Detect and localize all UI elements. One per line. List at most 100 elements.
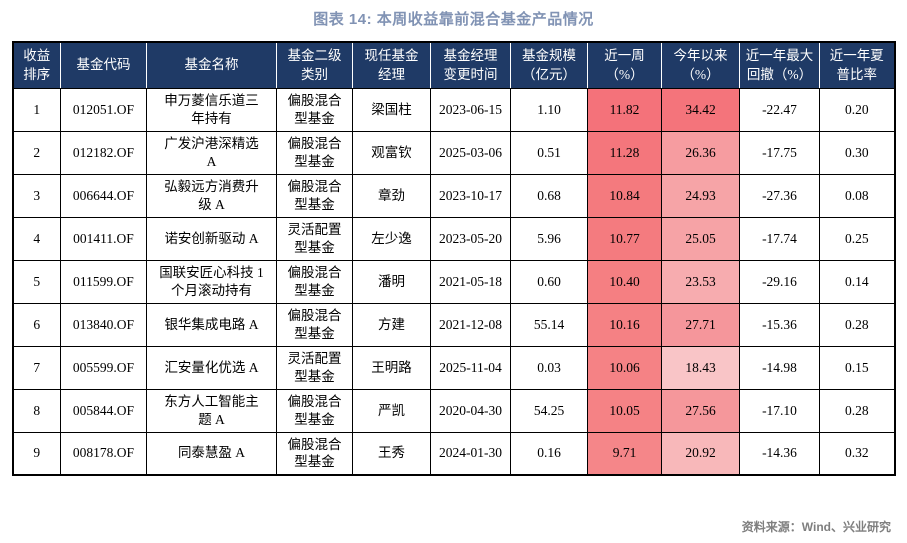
- cell-manager: 王秀: [352, 431, 431, 476]
- cell-ytd: 27.71: [661, 302, 740, 347]
- cell-name: 申万菱信乐道三 年持有: [146, 87, 277, 132]
- cell-ytd: 18.43: [661, 345, 740, 390]
- cell-code: 008178.OF: [60, 431, 147, 476]
- cell-ytd: 20.92: [661, 431, 740, 476]
- cell-category: 偏股混合 型基金: [276, 302, 353, 347]
- table-row: 1 012051.OF 申万菱信乐道三 年持有 偏股混合 型基金 梁国柱 2023-06-…: [12, 87, 895, 132]
- cell-rank: 9: [12, 431, 61, 476]
- column-header-7: 近一周 （%）: [587, 41, 662, 89]
- cell-size: 0.03: [510, 345, 588, 390]
- cell-ytd: 23.53: [661, 259, 740, 304]
- cell-change_date: 2023-05-20: [430, 216, 511, 261]
- cell-code: 012182.OF: [60, 130, 147, 175]
- cell-drawdown: -22.47: [739, 87, 820, 132]
- cell-size: 1.10: [510, 87, 588, 132]
- cell-rank: 8: [12, 388, 61, 433]
- cell-change_date: 2021-12-08: [430, 302, 511, 347]
- cell-week: 11.28: [587, 130, 662, 175]
- table-row: 7 005599.OF 汇安量化优选 A 灵活配置 型基金 王明路 2025-11-04 0…: [12, 345, 895, 390]
- cell-size: 54.25: [510, 388, 588, 433]
- figure-title: 图表 14: 本周收益靠前混合基金产品情况: [313, 11, 594, 28]
- cell-week: 10.84: [587, 173, 662, 218]
- cell-sharpe: 0.25: [819, 216, 895, 261]
- cell-rank: 7: [12, 345, 61, 390]
- cell-name: 诺安创新驱动 A: [146, 216, 277, 261]
- cell-drawdown: -17.10: [739, 388, 820, 433]
- column-header-5: 基金经理 变更时间: [430, 41, 511, 89]
- cell-change_date: 2025-11-04: [430, 345, 511, 390]
- cell-category: 偏股混合 型基金: [276, 87, 353, 132]
- cell-drawdown: -15.36: [739, 302, 820, 347]
- table-body: 1 012051.OF 申万菱信乐道三 年持有 偏股混合 型基金 梁国柱 2023-06-…: [12, 87, 895, 476]
- cell-size: 0.51: [510, 130, 588, 175]
- table-row: 3 006644.OF 弘毅远方消费升 级 A 偏股混合 型基金 章劲 2023-10-1…: [12, 173, 895, 218]
- source-note: 资料来源：Wind、兴业研究: [741, 520, 891, 534]
- column-header-6: 基金规模 （亿元）: [510, 41, 588, 89]
- cell-sharpe: 0.28: [819, 302, 895, 347]
- table-row: 2 012182.OF 广发沪港深精选 A 偏股混合 型基金 观富钦 2025-03-06…: [12, 130, 895, 175]
- cell-manager: 左少逸: [352, 216, 431, 261]
- cell-drawdown: -27.36: [739, 173, 820, 218]
- cell-change_date: 2024-01-30: [430, 431, 511, 476]
- cell-week: 10.16: [587, 302, 662, 347]
- column-header-0: 收益 排序: [12, 41, 61, 89]
- cell-manager: 梁国柱: [352, 87, 431, 132]
- cell-rank: 3: [12, 173, 61, 218]
- cell-week: 9.71: [587, 431, 662, 476]
- cell-category: 灵活配置 型基金: [276, 345, 353, 390]
- cell-name: 银华集成电路 A: [146, 302, 277, 347]
- cell-size: 0.16: [510, 431, 588, 476]
- cell-size: 55.14: [510, 302, 588, 347]
- cell-drawdown: -29.16: [739, 259, 820, 304]
- cell-drawdown: -14.36: [739, 431, 820, 476]
- cell-manager: 方建: [352, 302, 431, 347]
- cell-name: 汇安量化优选 A: [146, 345, 277, 390]
- cell-sharpe: 0.14: [819, 259, 895, 304]
- cell-rank: 5: [12, 259, 61, 304]
- cell-week: 10.40: [587, 259, 662, 304]
- cell-manager: 章劲: [352, 173, 431, 218]
- cell-sharpe: 0.32: [819, 431, 895, 476]
- cell-name: 弘毅远方消费升 级 A: [146, 173, 277, 218]
- table-row: 6 013840.OF 银华集成电路 A 偏股混合 型基金 方建 2021-12-08 55…: [12, 302, 895, 347]
- cell-category: 偏股混合 型基金: [276, 388, 353, 433]
- column-header-3: 基金二级 类别: [276, 41, 353, 89]
- cell-sharpe: 0.20: [819, 87, 895, 132]
- column-header-8: 今年以来 （%）: [661, 41, 740, 89]
- table-row: 9 008178.OF 同泰慧盈 A 偏股混合 型基金 王秀 2024-01-30 0.16…: [12, 431, 895, 476]
- cell-manager: 王明路: [352, 345, 431, 390]
- cell-sharpe: 0.28: [819, 388, 895, 433]
- cell-change_date: 2023-10-17: [430, 173, 511, 218]
- cell-change_date: 2023-06-15: [430, 87, 511, 132]
- cell-change_date: 2020-04-30: [430, 388, 511, 433]
- cell-manager: 潘明: [352, 259, 431, 304]
- table-row: 4 001411.OF 诺安创新驱动 A 灵活配置 型基金 左少逸 2023-05-20 5…: [12, 216, 895, 261]
- cell-name: 同泰慧盈 A: [146, 431, 277, 476]
- cell-code: 005844.OF: [60, 388, 147, 433]
- table-row: 5 011599.OF 国联安匠心科技 1 个月滚动持有 偏股混合 型基金 潘明 2021…: [12, 259, 895, 304]
- cell-rank: 2: [12, 130, 61, 175]
- cell-name: 东方人工智能主 题 A: [146, 388, 277, 433]
- cell-manager: 严凯: [352, 388, 431, 433]
- cell-size: 0.60: [510, 259, 588, 304]
- cell-drawdown: -14.98: [739, 345, 820, 390]
- cell-category: 偏股混合 型基金: [276, 130, 353, 175]
- cell-ytd: 27.56: [661, 388, 740, 433]
- cell-size: 0.68: [510, 173, 588, 218]
- column-header-4: 现任基金 经理: [352, 41, 431, 89]
- cell-rank: 4: [12, 216, 61, 261]
- cell-name: 国联安匠心科技 1 个月滚动持有: [146, 259, 277, 304]
- cell-code: 006644.OF: [60, 173, 147, 218]
- table-header: 收益 排序 基金代码 基金名称 基金二级 类别 现任基金 经理 基金经理 变更时间 基金规模…: [12, 41, 895, 89]
- cell-category: 偏股混合 型基金: [276, 431, 353, 476]
- cell-sharpe: 0.30: [819, 130, 895, 175]
- fund-table: 收益 排序 基金代码 基金名称 基金二级 类别 现任基金 经理 基金经理 变更时间 基金规模…: [11, 41, 896, 476]
- cell-sharpe: 0.15: [819, 345, 895, 390]
- cell-change_date: 2021-05-18: [430, 259, 511, 304]
- column-header-9: 近一年最大 回撤（%）: [739, 41, 820, 89]
- cell-week: 10.77: [587, 216, 662, 261]
- cell-drawdown: -17.74: [739, 216, 820, 261]
- cell-code: 005599.OF: [60, 345, 147, 390]
- cell-category: 偏股混合 型基金: [276, 173, 353, 218]
